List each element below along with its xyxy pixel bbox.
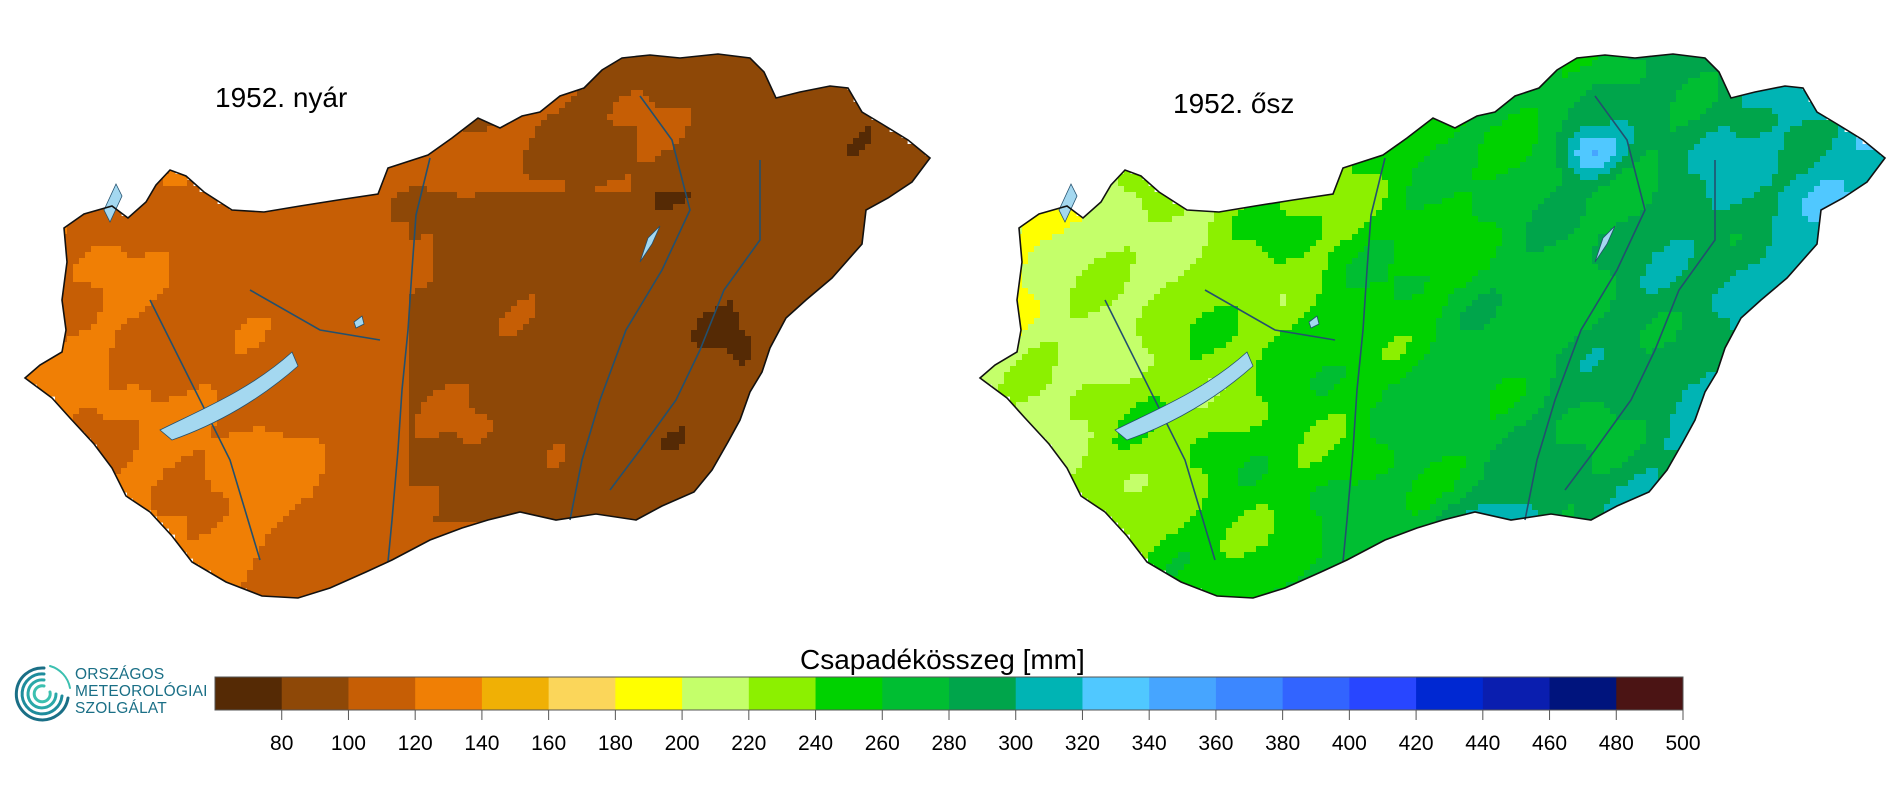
country-border xyxy=(978,53,1887,599)
river-line xyxy=(1204,289,1336,341)
precip-field-summer xyxy=(25,54,930,598)
lake-ferto xyxy=(1058,183,1078,223)
logo-line-3: SZOLGÁLAT xyxy=(75,700,167,717)
logo-line-2: METEOROLÓGIAI xyxy=(75,683,208,700)
country-border xyxy=(23,53,932,599)
precip-field-autumn xyxy=(980,54,1885,598)
river-line xyxy=(387,157,431,563)
map-title-autumn: 1952. ősz xyxy=(1173,88,1295,119)
map-autumn xyxy=(978,53,1887,599)
river-line xyxy=(569,95,691,521)
logo-line-1: ORSZÁGOS xyxy=(75,666,165,683)
lake-balaton xyxy=(1114,351,1254,441)
river-line xyxy=(249,289,381,341)
logo-icon xyxy=(14,665,71,722)
river-line xyxy=(1524,95,1646,521)
lake-velence xyxy=(353,315,365,329)
map-summer xyxy=(23,53,932,599)
logo-text: ORSZÁGOS METEOROLÓGIAI SZOLGÁLAT xyxy=(75,666,208,717)
lake-velence xyxy=(1308,315,1320,329)
river-line xyxy=(609,160,761,491)
lake-tisza xyxy=(1594,225,1616,263)
river-line xyxy=(1564,160,1716,491)
lake-tisza xyxy=(639,225,661,263)
river-line xyxy=(1342,157,1386,563)
map-title-summer: 1952. nyár xyxy=(215,82,348,113)
lake-ferto xyxy=(103,183,123,223)
legend-title: Csapadékösszeg [mm] xyxy=(800,644,1085,675)
lake-balaton xyxy=(159,351,299,441)
